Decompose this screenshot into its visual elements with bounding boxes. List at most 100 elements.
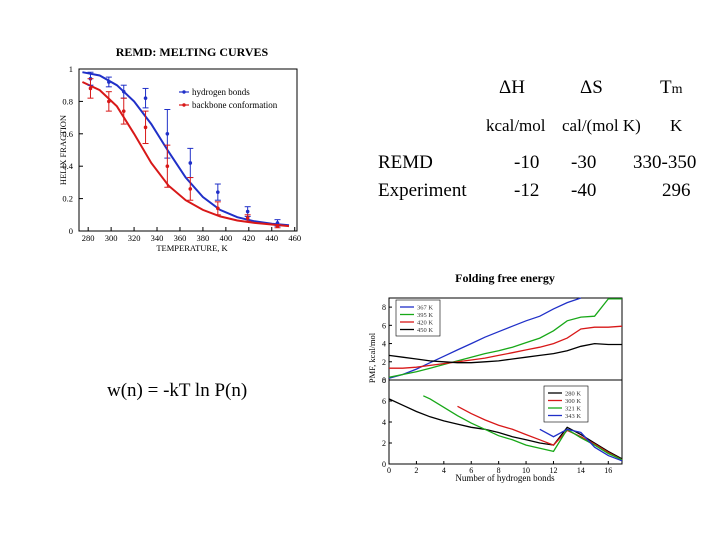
pmf-formula: w(n) = -kT ln P(n): [107, 380, 248, 401]
legend-label-backbone-conformation: backbone conformation: [192, 100, 278, 110]
delta-h-unit: kcal/mol: [486, 116, 546, 135]
remd-tm: 330-350: [633, 152, 697, 173]
folding-upper-y-tick-label-2: 2: [382, 358, 386, 367]
melting-curves-chart: REMD: MELTING CURVES 280 300 320 340 360 380 4…: [58, 45, 301, 253]
folding-upper-y-tick-label-6: 6: [382, 321, 386, 330]
melting-x-tick-label-460: 460: [288, 233, 301, 243]
folding-lower-legend-label-343-k: 343 K: [565, 413, 581, 420]
melting-line-backbone-conformation: [81, 81, 290, 228]
melting-x-tick-label-380: 380: [197, 233, 210, 243]
melting-y-tick-label-0-8: 0.8: [62, 96, 73, 106]
melting-x-tick-label-320: 320: [128, 233, 141, 243]
melting-point-hydrogen-bonds-7: [245, 209, 250, 214]
folding-x-tick-label-4: 4: [442, 466, 446, 475]
melting-point-hydrogen-bonds-5: [188, 161, 193, 165]
folding-lower-line-343-k: [539, 428, 623, 462]
folding-x-tick-label-16: 16: [604, 466, 612, 475]
folding-lower-y-tick-label-0: 0: [382, 460, 386, 469]
folding-lower-legend-label-300-k: 300 K: [565, 398, 581, 405]
row-label-experiment: Experiment: [378, 180, 467, 201]
folding-lower-y-tick-label-4: 4: [382, 418, 386, 427]
melting-point-backbone-conformation-2: [121, 109, 126, 113]
folding-upper-y-tick-label-0: 0: [382, 376, 386, 385]
folding-x-tick-label-6: 6: [469, 466, 473, 475]
melting-point-backbone-conformation-6: [216, 206, 220, 211]
tm-unit: K: [670, 116, 683, 135]
folding-upper-line-450-k: [388, 342, 622, 364]
melting-x-tick-label-300: 300: [105, 233, 118, 243]
melting-chart-title: REMD: MELTING CURVES: [116, 45, 269, 59]
folding-x-tick-label-14: 14: [577, 466, 585, 475]
legend-marker-backbone-conformation: [182, 103, 186, 107]
folding-lower-legend-label-280-k: 280 K: [565, 391, 581, 398]
folding-upper-legend-label-395-k: 395 K: [417, 312, 433, 319]
folding-lower-line-280-k: [388, 398, 623, 460]
folding-lower-y-tick-label-8: 8: [382, 376, 386, 385]
folding-upper-line-395-k: [388, 298, 622, 378]
legend-label-hydrogen-bonds: hydrogen bonds: [192, 87, 250, 97]
folding-lower-line-321-k: [423, 395, 623, 461]
folding-x-tick-label-12: 12: [549, 466, 557, 475]
melting-y-axis-label: HELIX FRACTION: [58, 115, 68, 185]
melting-x-axis-label: TEMPERATURE, K: [156, 243, 228, 253]
tm-header: Tm: [660, 78, 683, 97]
delta-s-header: ΔS: [580, 77, 603, 98]
melting-point-backbone-conformation-4: [165, 164, 170, 168]
experiment-tm: 296: [662, 180, 691, 201]
melting-y-tick-label-0-4: 0.4: [62, 161, 73, 171]
folding-lower-line-300-k: [457, 405, 623, 461]
remd-delta-s: -30: [571, 152, 597, 173]
melting-point-backbone-conformation-7: [245, 216, 250, 220]
experiment-delta-h: -12: [514, 180, 540, 201]
folding-upper-legend-label-450-k: 450 K: [417, 327, 433, 334]
folding-upper-y-tick-label-4: 4: [382, 340, 386, 349]
melting-point-hydrogen-bonds-6: [216, 190, 220, 194]
delta-h-header: ΔH: [499, 77, 525, 98]
melting-x-tick-label-360: 360: [174, 233, 187, 243]
melting-point-backbone-conformation-8: [275, 224, 280, 228]
melting-point-backbone-conformation-5: [188, 187, 193, 191]
melting-point-hydrogen-bonds-8: [275, 221, 280, 225]
melting-y-tick-label-0: 0: [69, 226, 73, 236]
folding-upper-y-tick-label-8: 8: [382, 303, 386, 312]
folding-lower-y-tick-label-2: 2: [382, 439, 386, 448]
melting-x-tick-label-440: 440: [265, 233, 278, 243]
folding-lower-y-tick-label-6: 6: [382, 397, 386, 406]
folding-lower-legend-label-321-k: 321 K: [565, 406, 581, 413]
melting-plot-frame: [78, 68, 298, 232]
folding-x-axis-label: Number of hydrogen bonds: [455, 473, 555, 483]
folding-upper-line-420-k: [389, 325, 623, 369]
folding-upper-legend-label-420-k: 420 K: [417, 320, 433, 327]
melting-y-tick-label-0-6: 0.6: [62, 129, 73, 139]
delta-s-unit: cal/(mol K): [562, 116, 641, 135]
melting-x-tick-label-340: 340: [151, 233, 164, 243]
melting-point-hydrogen-bonds-3: [143, 96, 148, 100]
remd-delta-h: -10: [514, 152, 540, 173]
row-label-remd: REMD: [378, 152, 433, 173]
folding-x-tick-label-2: 2: [414, 466, 418, 475]
folding-upper-legend-label-367-k: 367 K: [417, 305, 433, 312]
melting-point-backbone-conformation-3: [143, 125, 148, 130]
melting-point-hydrogen-bonds-1: [107, 80, 111, 84]
folding-x-tick-label-8: 8: [497, 466, 501, 475]
experiment-delta-s: -40: [571, 180, 597, 201]
tm-header-subscript: m: [671, 82, 683, 97]
legend-marker-hydrogen-bonds: [182, 90, 186, 94]
folding-chart-title: Folding free energy: [455, 271, 555, 285]
folding-x-tick-label-0: 0: [387, 466, 391, 475]
melting-point-backbone-conformation-1: [107, 99, 111, 104]
melting-point-hydrogen-bonds-4: [165, 132, 170, 136]
melting-x-tick-label-400: 400: [219, 233, 232, 243]
melting-line-hydrogen-bonds: [82, 71, 290, 227]
folding-x-tick-label-10: 10: [522, 466, 530, 475]
melting-y-tick-label-1: 1: [69, 64, 73, 74]
melting-point-hydrogen-bonds-2: [121, 89, 126, 94]
melting-y-tick-label-0-2: 0.2: [62, 194, 73, 204]
tm-header-base: T: [660, 77, 672, 98]
folding-free-energy-chart: Folding free energy 0 2 4 6 8 10 12 14 160246802…: [367, 271, 623, 483]
melting-point-backbone-conformation-0: [88, 86, 93, 91]
folding-y-axis-label: PMF, kcal/mol: [367, 332, 377, 383]
melting-x-tick-label-280: 280: [82, 233, 95, 243]
melting-x-tick-label-420: 420: [242, 233, 255, 243]
